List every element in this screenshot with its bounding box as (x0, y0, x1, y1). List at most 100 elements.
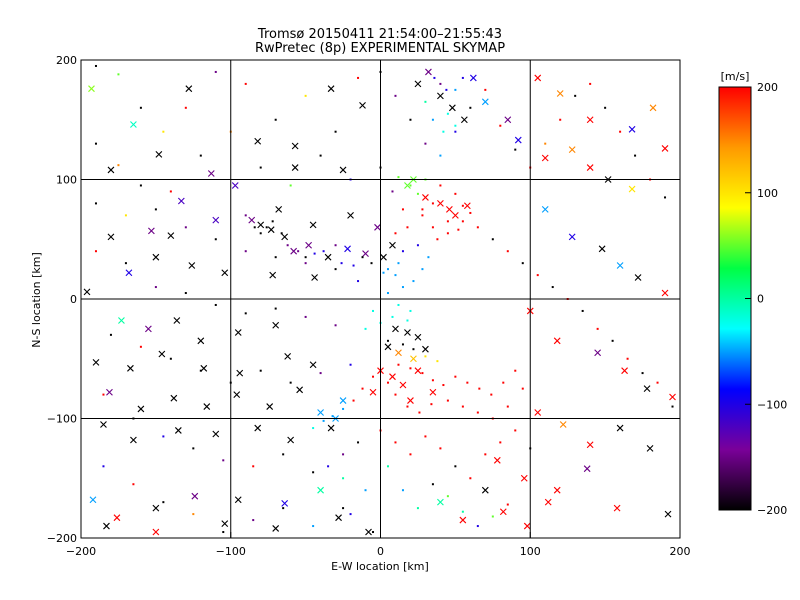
scatter-point-dot (401, 343, 404, 346)
scatter-point-dot (352, 264, 355, 267)
scatter-point-x (266, 403, 274, 410)
scatter-point-dot (446, 112, 449, 115)
scatter-point-x (113, 514, 121, 522)
scatter-point-dot (169, 357, 172, 360)
scatter-point-x (174, 427, 182, 434)
scatter-point-x (167, 232, 175, 240)
scatter-point-dot (342, 507, 345, 510)
scatter-point-dot (372, 375, 375, 378)
scatter-point-dot (439, 154, 442, 157)
x-tick-label: −200 (66, 545, 96, 558)
scatter-point-x (254, 137, 262, 145)
scatter-point-dot (259, 166, 262, 169)
scatter-point-dot (499, 124, 502, 127)
scatter-point-dot (664, 196, 667, 199)
scatter-point-x (425, 68, 432, 76)
scatter-point-dot (559, 118, 562, 121)
scatter-point-dot (271, 220, 274, 223)
scatter-point-x (628, 125, 636, 133)
scatter-point-dot (397, 363, 400, 366)
scatter-point-dot (252, 519, 255, 522)
scatter-point-dot (409, 453, 412, 456)
scatter-point-x (339, 397, 347, 404)
scatter-point-dot (274, 307, 277, 310)
scatter-point-x (616, 424, 624, 432)
scatter-point-dot (406, 405, 409, 408)
scatter-point-dot (491, 238, 494, 241)
scatter-point-x (437, 200, 444, 207)
scatter-point-x (634, 274, 642, 281)
scatter-point-dot (124, 214, 127, 217)
scatter-point-dot (461, 220, 464, 223)
colorbar-label: [m/s] (721, 70, 750, 83)
colorbar-tick-label: 200 (757, 81, 778, 94)
scatter-point-dot (421, 268, 424, 271)
scatter-point-dot (162, 130, 165, 133)
scatter-point-dot (154, 208, 157, 211)
scatter-point-x (594, 349, 602, 357)
scatter-point-dot (394, 232, 397, 235)
scatter-point-dot (357, 76, 360, 79)
scatter-point-x (649, 104, 657, 112)
scatter-point-x (380, 253, 387, 261)
scatter-point-dot (312, 427, 315, 430)
scatter-point-x (275, 205, 283, 213)
x-tick-label: 200 (670, 545, 691, 558)
scatter-point-dot (274, 118, 277, 121)
scatter-point-x (374, 223, 381, 231)
scatter-point-x (257, 221, 265, 229)
scatter-point-dot (313, 252, 316, 255)
scatter-point-dot (222, 531, 225, 534)
scatter-point-dot (454, 375, 457, 378)
scatter-point-x (170, 394, 178, 402)
scatter-point-dot (372, 309, 375, 312)
scatter-point-x (221, 520, 229, 528)
scatter-point-dot (418, 411, 421, 414)
scatter-point-dot (409, 309, 412, 312)
scatter-point-dot (154, 286, 157, 289)
scatter-point-x (646, 444, 654, 452)
scatter-point-dot (521, 387, 524, 390)
scatter-point-x (664, 510, 672, 518)
scatter-point-dot (409, 118, 412, 121)
scatter-point-dot (391, 190, 394, 193)
scatter-point-dot (611, 339, 614, 342)
scatter-point-x (203, 403, 211, 410)
scatter-point-x (399, 381, 407, 389)
scatter-point-dot (162, 435, 165, 438)
scatter-point-x (414, 80, 422, 88)
scatter-point-dot (397, 262, 400, 265)
scatter-point-x (628, 185, 636, 193)
scatter-point-dot (454, 88, 457, 91)
scatter-point-dot (342, 407, 345, 410)
scatter-point-dot (361, 256, 364, 259)
scatter-point-x (236, 369, 244, 377)
scatter-point-x (520, 474, 528, 482)
scatter-point-x (499, 508, 507, 516)
scatter-point-x (365, 528, 372, 536)
scatter-point-x (147, 227, 155, 235)
scatter-point-dot (357, 441, 360, 444)
scatter-point-x (254, 424, 262, 432)
scatter-point-dot (386, 268, 389, 271)
scatter-point-x (541, 154, 549, 162)
scatter-point-x (463, 202, 471, 210)
y-tick-label: 100 (56, 174, 77, 187)
scatter-point-dot (386, 465, 389, 468)
scatter-point-dot (416, 244, 419, 247)
scatter-point-x (523, 522, 531, 530)
y-axis-ticks: −200 −100 0 100 200 (47, 54, 87, 545)
scatter-point-dot (409, 367, 412, 370)
scatter-point-dot (439, 447, 442, 450)
scatter-point-x (130, 121, 137, 128)
scatter-point-x (534, 74, 542, 82)
scatter-point-x (407, 397, 414, 404)
scatter-point-x (324, 253, 332, 261)
scatter-point-dot (370, 262, 373, 265)
scatter-point-dot (401, 489, 404, 492)
scatter-point-x (130, 436, 137, 444)
scatter-point-dot (94, 142, 97, 145)
scatter-point-dot (641, 372, 644, 375)
scatter-point-x (384, 343, 392, 351)
scatter-point-x (437, 92, 444, 100)
